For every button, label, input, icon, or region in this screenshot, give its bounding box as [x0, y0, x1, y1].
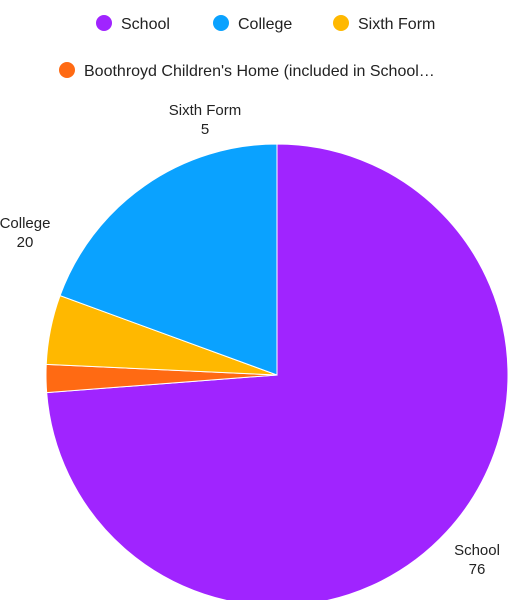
slice-label-value-school: 76: [469, 561, 486, 578]
legend-label-college: College: [238, 16, 292, 33]
slice-label-name-school: School: [454, 542, 500, 559]
slice-label-name-college: College: [0, 215, 50, 232]
slice-label-value-sixth-form: 5: [201, 121, 209, 138]
slice-label-sixth-form: Sixth Form 5: [169, 102, 242, 138]
pie-slices: [45, 143, 509, 605]
legend-item-college[interactable]: College: [213, 15, 292, 33]
legend-label-school: School: [121, 16, 170, 33]
legend-swatch-sixth-form: [333, 15, 349, 31]
legend-item-school[interactable]: School: [96, 15, 170, 33]
legend-swatch-college: [213, 15, 229, 31]
slice-label-value-college: 20: [17, 234, 34, 251]
legend-label-boothroyd-children-s-home: Boothroyd Children's Home (included in S…: [84, 63, 435, 80]
slice-labels: School 76 Sixth Form 5 College 20: [0, 102, 500, 578]
legend-item-boothroyd-children-s-home[interactable]: Boothroyd Children's Home (included in S…: [59, 62, 435, 80]
slice-label-school: School 76: [454, 542, 500, 578]
chart-legend: School College Sixth Form Boothroyd Childre…: [59, 15, 435, 80]
legend-label-sixth-form: Sixth Form: [358, 16, 435, 33]
legend-swatch-boothroyd-children-s-home: [59, 62, 75, 78]
legend-swatch-school: [96, 15, 112, 31]
slice-label-name-sixth-form: Sixth Form: [169, 102, 242, 119]
pie-slice-college[interactable]: [59, 143, 278, 376]
legend-item-sixth-form[interactable]: Sixth Form: [333, 15, 435, 33]
slice-label-college: College 20: [0, 215, 50, 251]
